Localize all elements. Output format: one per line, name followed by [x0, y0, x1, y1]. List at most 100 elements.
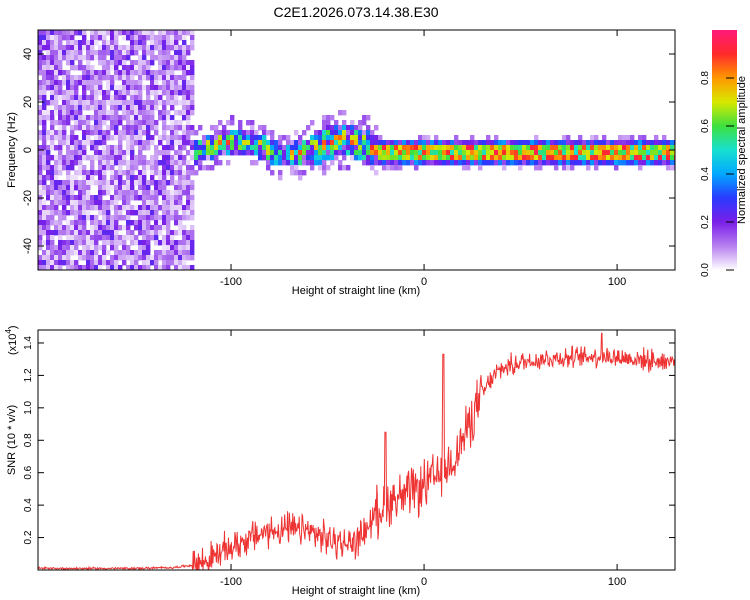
- heatmap-cell: [226, 160, 231, 166]
- heatmap-cell: [250, 150, 255, 156]
- heatmap-cell: [162, 240, 167, 246]
- heatmap-cell: [534, 150, 539, 156]
- heatmap-cell: [266, 160, 271, 166]
- heatmap-cell: [86, 95, 91, 101]
- heatmap-cell: [118, 120, 123, 126]
- heatmap-cell: [270, 155, 275, 161]
- heatmap-cell: [134, 80, 139, 86]
- heatmap-cell: [158, 70, 163, 76]
- heatmap-cell: [138, 170, 143, 176]
- heatmap-cell: [238, 140, 243, 146]
- heatmap-cell: [634, 145, 639, 151]
- heatmap-cell: [42, 125, 47, 131]
- heatmap-cell: [94, 90, 99, 96]
- heatmap-cell: [410, 155, 415, 161]
- heatmap-cell: [54, 120, 59, 126]
- heatmap-cell: [114, 145, 119, 151]
- heatmap-cell: [162, 125, 167, 131]
- heatmap-cell: [94, 115, 99, 121]
- heatmap-cell: [146, 30, 151, 36]
- heatmap-cell: [154, 250, 159, 256]
- heatmap-cell: [98, 80, 103, 86]
- heatmap-cell: [134, 95, 139, 101]
- heatmap-cell: [606, 145, 611, 151]
- heatmap-cell: [58, 155, 63, 161]
- heatmap-cell: [106, 130, 111, 136]
- heatmap-cell: [154, 105, 159, 111]
- heatmap-cell: [586, 165, 591, 171]
- heatmap-cell: [194, 130, 199, 136]
- heatmap-cell: [146, 35, 151, 41]
- heatmap-cell: [174, 180, 179, 186]
- heatmap-cell: [270, 170, 275, 176]
- heatmap-cell: [270, 150, 275, 156]
- heatmap-cell: [242, 140, 247, 146]
- heatmap-cell: [78, 120, 83, 126]
- heatmap-cell: [182, 210, 187, 216]
- heatmap-cell: [78, 95, 83, 101]
- heatmap-cell: [562, 165, 567, 171]
- heatmap-cell: [114, 170, 119, 176]
- heatmap-cell: [90, 230, 95, 236]
- heatmap-cell: [166, 65, 171, 71]
- heatmap-cell: [46, 185, 51, 191]
- heatmap-cell: [106, 180, 111, 186]
- heatmap-cell: [650, 160, 655, 166]
- heatmap-cell: [290, 145, 295, 151]
- heatmap-cell: [534, 140, 539, 146]
- heatmap-cell: [178, 260, 183, 266]
- heatmap-cell: [366, 150, 371, 156]
- heatmap-cell: [350, 120, 355, 126]
- heatmap-cell: [126, 150, 131, 156]
- heatmap-cell: [102, 140, 107, 146]
- heatmap-cell: [286, 155, 291, 161]
- heatmap-cell: [390, 140, 395, 146]
- heatmap-cell: [86, 40, 91, 46]
- heatmap-cell: [506, 150, 511, 156]
- heatmap-cell: [466, 165, 471, 171]
- heatmap-cell: [86, 75, 91, 81]
- heatmap-cell: [130, 260, 135, 266]
- heatmap-cell: [246, 130, 251, 136]
- heatmap-cell: [90, 45, 95, 51]
- heatmap-cell: [306, 150, 311, 156]
- heatmap-cell: [58, 210, 63, 216]
- heatmap-cell: [190, 225, 195, 231]
- heatmap-cell: [338, 160, 343, 166]
- heatmap-cell: [114, 85, 119, 91]
- heatmap-cell: [102, 190, 107, 196]
- heatmap-cell: [118, 130, 123, 136]
- heatmap-cell: [346, 150, 351, 156]
- heatmap-cell: [342, 120, 347, 126]
- heatmap-cell: [154, 85, 159, 91]
- heatmap-cell: [66, 250, 71, 256]
- heatmap-cell: [178, 245, 183, 251]
- heatmap-cell: [102, 95, 107, 101]
- heatmap-cell: [142, 110, 147, 116]
- heatmap-cell: [330, 135, 335, 141]
- heatmap-cell: [186, 255, 191, 261]
- heatmap-cell: [66, 30, 71, 36]
- heatmap-cell: [550, 155, 555, 161]
- heatmap-cell: [178, 125, 183, 131]
- heatmap-cell: [50, 80, 55, 86]
- heatmap-cell: [82, 155, 87, 161]
- heatmap-cell: [94, 75, 99, 81]
- heatmap-cell: [630, 150, 635, 156]
- heatmap-cell: [334, 120, 339, 126]
- heatmap-cell: [38, 135, 43, 141]
- heatmap-cell: [58, 95, 63, 101]
- heatmap-cell: [62, 135, 67, 141]
- heatmap-cell: [434, 145, 439, 151]
- heatmap-cell: [666, 150, 671, 156]
- heatmap-cell: [162, 105, 167, 111]
- heatmap-cell: [182, 55, 187, 61]
- heatmap-cell: [618, 140, 623, 146]
- heatmap-cell: [106, 225, 111, 231]
- heatmap-cell: [102, 185, 107, 191]
- heatmap-cell: [126, 135, 131, 141]
- heatmap-cell: [238, 125, 243, 131]
- heatmap-cell: [146, 135, 151, 141]
- heatmap-cell: [150, 70, 155, 76]
- heatmap-cell: [78, 80, 83, 86]
